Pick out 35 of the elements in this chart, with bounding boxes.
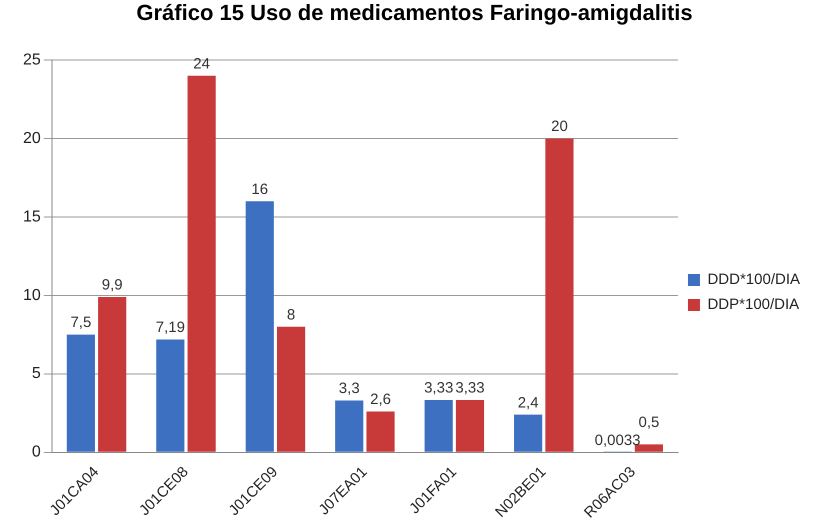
y-tick-label: 20	[23, 130, 41, 147]
bar	[188, 76, 216, 452]
data-label: 3,3	[338, 380, 360, 398]
bar	[98, 296, 126, 452]
data-label: 24	[193, 55, 210, 72]
data-label: 3,33	[455, 380, 485, 397]
bar	[456, 400, 484, 452]
bar	[514, 414, 542, 452]
y-tick-label: 25	[23, 51, 41, 68]
data-label: 0,5	[638, 414, 660, 431]
data-label: 7,5	[70, 314, 92, 332]
data-label: 9,9	[102, 276, 123, 294]
data-label: 20	[551, 118, 568, 136]
bar	[545, 138, 574, 452]
data-label: 2,4	[518, 394, 539, 412]
data-label: 0,0033	[594, 432, 641, 449]
bar	[424, 400, 453, 452]
bar	[276, 326, 306, 452]
data-label: 2,6	[370, 391, 391, 408]
y-tick-label: 0	[32, 444, 41, 461]
data-label: 8	[286, 306, 296, 324]
y-tick-label: 5	[32, 365, 41, 382]
bar	[366, 411, 395, 452]
data-label: 7,19	[156, 319, 185, 336]
data-label: 16	[251, 180, 268, 198]
y-tick-label: 10	[23, 286, 41, 304]
y-tick-label: 15	[23, 208, 41, 226]
legend-label: DDD*100/DIA	[707, 271, 800, 288]
bar	[156, 339, 184, 452]
data-label: 3,33	[424, 380, 454, 397]
legend-label: DDP*100/DIA	[707, 296, 800, 314]
bar	[66, 334, 95, 452]
bar	[246, 201, 274, 452]
bar	[335, 400, 364, 452]
chart-title: Gráfico 15 Uso de medicamentos Faringo-amigdalitis	[135, 0, 694, 26]
